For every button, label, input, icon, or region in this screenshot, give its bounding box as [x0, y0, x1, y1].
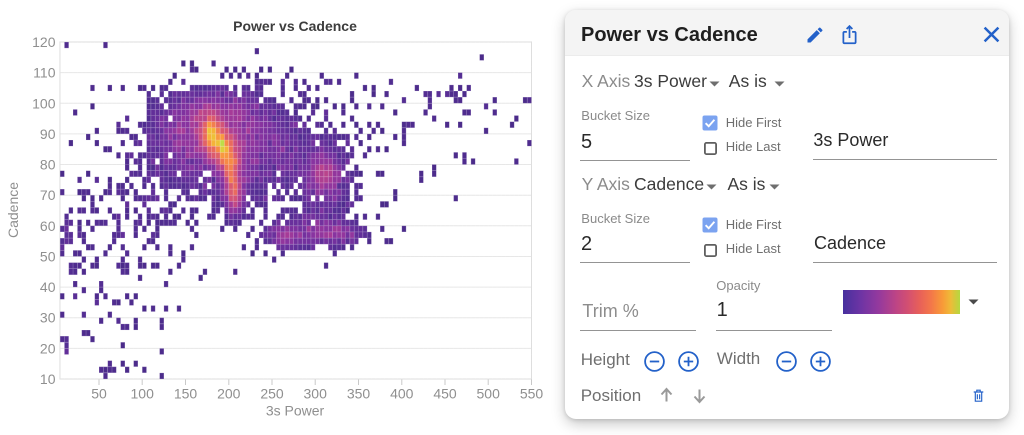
- svg-text:10: 10: [40, 371, 56, 387]
- svg-text:400: 400: [390, 386, 414, 402]
- svg-text:120: 120: [32, 34, 56, 50]
- svg-text:500: 500: [477, 386, 501, 402]
- svg-text:150: 150: [174, 386, 198, 402]
- svg-text:110: 110: [33, 65, 56, 81]
- svg-text:40: 40: [40, 279, 56, 295]
- svg-text:3s Power: 3s Power: [266, 403, 325, 419]
- svg-text:550: 550: [520, 386, 544, 402]
- svg-text:80: 80: [40, 157, 56, 173]
- svg-text:50: 50: [40, 249, 56, 265]
- svg-text:90: 90: [40, 126, 56, 142]
- svg-text:300: 300: [304, 386, 328, 402]
- svg-text:350: 350: [347, 386, 371, 402]
- svg-text:70: 70: [40, 187, 56, 203]
- svg-text:60: 60: [40, 218, 56, 234]
- svg-text:450: 450: [433, 386, 457, 402]
- svg-text:Power vs Cadence: Power vs Cadence: [233, 18, 357, 34]
- svg-text:200: 200: [217, 386, 241, 402]
- svg-text:250: 250: [260, 386, 284, 402]
- svg-text:100: 100: [131, 386, 155, 402]
- svg-text:Cadence: Cadence: [5, 182, 21, 238]
- svg-text:100: 100: [32, 95, 56, 111]
- svg-text:20: 20: [40, 340, 56, 356]
- svg-text:50: 50: [91, 386, 107, 402]
- svg-text:30: 30: [40, 310, 56, 326]
